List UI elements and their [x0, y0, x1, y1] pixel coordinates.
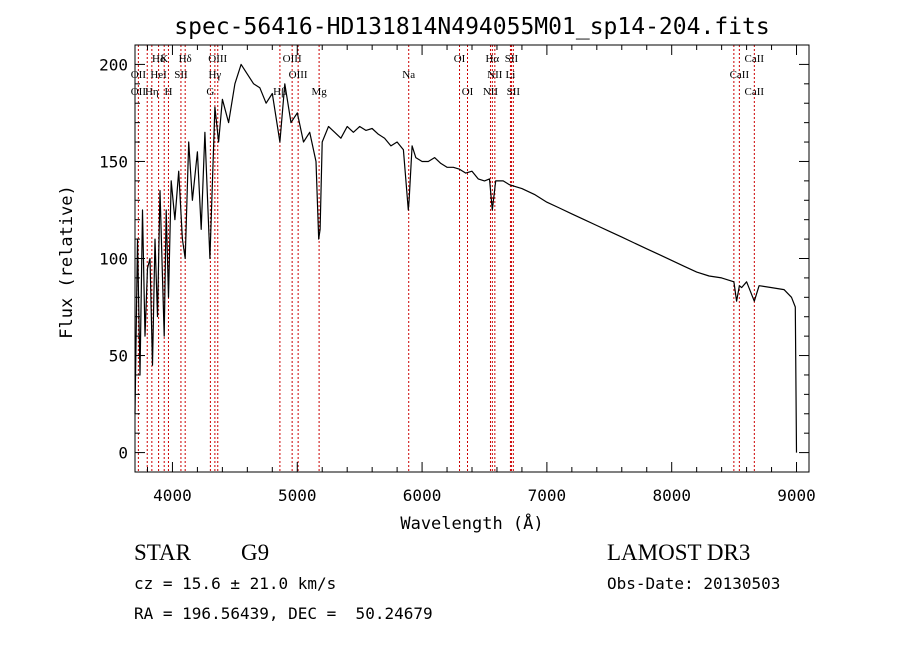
- line-label: Na: [402, 69, 415, 81]
- object-class-text: STAR: [134, 540, 192, 565]
- line-label: NII: [483, 86, 499, 98]
- y-tick-label: 200: [99, 55, 128, 74]
- x-tick-label: 9000: [777, 486, 816, 505]
- line-label: SII: [505, 53, 519, 65]
- series-layer: [134, 63, 798, 453]
- line-label: Mg: [311, 86, 327, 98]
- y-tick-label: 0: [118, 444, 128, 463]
- line-label: OIII: [283, 53, 302, 65]
- coordinates-text: RA = 196.56439, DEC = 50.24679: [134, 604, 433, 623]
- y-tick-label: 150: [99, 152, 128, 171]
- line-label: OI: [462, 86, 474, 98]
- line-label: OIII: [289, 69, 308, 81]
- chart-title: spec-56416-HD131814N494055M01_sp14-204.f…: [174, 14, 769, 40]
- y-axis-label: Flux (relative): [57, 185, 77, 339]
- obs-date-text: Obs-Date: 20130503: [607, 574, 780, 593]
- redshift-text: cz = 15.6 ± 21.0 km/s: [134, 574, 336, 593]
- line-label: SII: [507, 86, 521, 98]
- line-label: NII: [487, 69, 503, 81]
- x-tick-label: 8000: [652, 486, 691, 505]
- x-tick-label: 6000: [403, 486, 442, 505]
- survey-text: LAMOST DR3: [607, 540, 750, 565]
- line-label: Hη: [145, 86, 159, 98]
- line-label: OII: [131, 69, 147, 81]
- line-label: G: [206, 86, 214, 98]
- line-label: OI: [454, 53, 466, 65]
- line-label: Hδ: [152, 53, 165, 65]
- y-tick-label: 50: [109, 347, 128, 366]
- plot-frame: [134, 44, 810, 473]
- line-label: CaII: [745, 86, 765, 98]
- line-label: Li: [506, 69, 516, 81]
- line-label: H: [164, 86, 172, 98]
- x-tick-label: 4000: [153, 486, 192, 505]
- line-label: CaII: [745, 53, 765, 65]
- line-label: Hβ: [273, 86, 287, 98]
- line-label: CaII: [730, 69, 750, 81]
- line-label: OIII: [208, 53, 227, 65]
- line-label: Hγ: [208, 69, 221, 81]
- line-label: Hα: [485, 53, 499, 65]
- axis-layer: 4000 5000 6000 7000 8000 9000 0 50 100 150 200: [99, 45, 816, 505]
- subclass-text: G9: [241, 540, 269, 565]
- line-label: K: [160, 53, 168, 65]
- x-tick-label: 7000: [528, 486, 567, 505]
- line-label: OII: [131, 86, 147, 98]
- x-axis-label: Wavelength (Å): [400, 512, 543, 534]
- x-tick-label: 5000: [278, 486, 317, 505]
- y-tick-label: 100: [99, 250, 128, 269]
- line-label: Hδ: [179, 53, 192, 65]
- line-label: HeI: [150, 69, 167, 81]
- spectrum-line: [134, 63, 798, 453]
- line-label: SII: [174, 69, 188, 81]
